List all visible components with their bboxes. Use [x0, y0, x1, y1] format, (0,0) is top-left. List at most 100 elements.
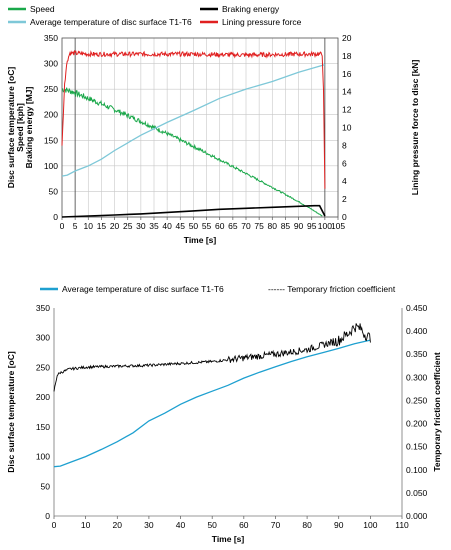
y-right-tick-label: 10: [342, 123, 352, 133]
gridlines: [61, 37, 339, 218]
x-tick-label: 10: [84, 221, 94, 231]
series: [53, 323, 371, 468]
x-tick-label: 50: [189, 221, 199, 231]
y-left-tick-label: 100: [44, 161, 58, 171]
series-line-0: [53, 339, 371, 468]
y-right-tick-label: 0.150: [406, 442, 428, 452]
x-tick-label: 35: [149, 221, 159, 231]
axis-titles: Time [s] Disc surface temperature [oC] Spe…: [6, 60, 420, 245]
y-left-tick-label: 350: [44, 33, 58, 43]
series-line-1: [61, 204, 326, 218]
x-tick-label: 105: [331, 221, 345, 231]
x-tick-label: 60: [215, 221, 225, 231]
y-left-tick-label: 250: [44, 84, 58, 94]
chart-bottom: Average temperature of disc surface T1-T…: [6, 284, 442, 544]
y-left-tick-label: 100: [36, 452, 50, 462]
series-line-1: [53, 323, 371, 392]
x-axis-title: Time [s]: [184, 235, 217, 245]
legend-label: ------ Temporary friction coefficient: [268, 284, 396, 294]
x-tick-label: 90: [334, 520, 344, 530]
series-0: [61, 87, 323, 217]
chart-top: Speed Braking energy Average temperature o…: [6, 4, 420, 245]
x-tick-label: 45: [176, 221, 186, 231]
x-tick-label: 15: [97, 221, 107, 231]
legend: Speed Braking energy Average temperature o…: [8, 4, 302, 27]
legend-label: Braking energy: [222, 4, 280, 14]
y-right-tick-label: 0.200: [406, 419, 428, 429]
x-tick-label: 85: [281, 221, 291, 231]
y-left-tick-label: 150: [44, 135, 58, 145]
legend-label: Average temperature of disc surface T1-T…: [30, 17, 192, 27]
y-right-tick-label: 4: [342, 176, 347, 186]
x-tick-label: 55: [202, 221, 212, 231]
x-tick-label: 0: [52, 520, 57, 530]
x-tick-label: 95: [307, 221, 317, 231]
y-left-tick-label: 150: [36, 422, 50, 432]
series-line-0: [61, 87, 323, 217]
x-tick-label: 40: [162, 221, 172, 231]
y-right-tick-label: 0: [342, 212, 347, 222]
y-right-tick-label: 0.350: [406, 349, 428, 359]
legend: Average temperature of disc surface T1-T…: [40, 284, 396, 294]
x-tick-label: 75: [254, 221, 264, 231]
y-right-tick-label: 0.450: [406, 303, 428, 313]
series-1: [53, 323, 371, 392]
x-tick-label: 50: [207, 520, 217, 530]
x-tick-label: 20: [110, 221, 120, 231]
y-right-tick-label: 0.050: [406, 488, 428, 498]
x-tick-label: 30: [144, 520, 154, 530]
axes: [53, 308, 403, 517]
legend-label: Speed: [30, 4, 55, 14]
x-tick-label: 30: [136, 221, 146, 231]
x-tick-label: 80: [302, 520, 312, 530]
series-line-3: [61, 49, 326, 189]
tick-labels: 0 5 10 15 20 25 30 35 40 45 50 55 60 65 70 75 80 85 90 95 10…: [44, 33, 352, 231]
y-left-tick-label: 200: [44, 110, 58, 120]
y-right-tick-label: 6: [342, 158, 347, 168]
y-left-tick-label: 0: [53, 212, 58, 222]
x-tick-label: 20: [113, 520, 123, 530]
y-right-tick-label: 8: [342, 140, 347, 150]
x-tick-label: 70: [241, 221, 251, 231]
axes: [61, 37, 339, 218]
x-tick-label: 110: [395, 520, 409, 530]
x-tick-label: 100: [363, 520, 377, 530]
x-tick-label: 80: [268, 221, 278, 231]
series-0: [53, 339, 371, 468]
y-right-tick-label: 12: [342, 105, 352, 115]
x-axis-title: Time [s]: [212, 534, 245, 544]
legend-label: Lining pressure force: [222, 17, 302, 27]
axis-titles: Time [s] Disc surface temperature [oC] Tem…: [6, 351, 442, 544]
y-left-axis-title: Disc surface temperature [oC]: [6, 67, 16, 189]
y-left-tick-label: 0: [45, 511, 50, 521]
legend-label: Average temperature of disc surface T1-T…: [62, 284, 224, 294]
x-tick-label: 70: [271, 520, 281, 530]
x-tick-label: 40: [176, 520, 186, 530]
x-tick-label: 60: [239, 520, 249, 530]
x-tick-label: 25: [123, 221, 133, 231]
series-line-2: [61, 63, 326, 177]
tick-labels: 0 10 20 30 40 50 60 70 80 90 100 110 0 50 100 150 200 250…: [36, 303, 428, 530]
y-right-tick-label: 0.400: [406, 326, 428, 336]
y-left-tick-label: 50: [49, 186, 59, 196]
y-right-tick-label: 2: [342, 194, 347, 204]
y-left-tick-label: 200: [36, 392, 50, 402]
series-3: [61, 49, 326, 189]
y-left-tick-label: 250: [36, 362, 50, 372]
y-left-tick-label: 300: [44, 59, 58, 69]
y-right-tick-label: 20: [342, 33, 352, 43]
y-left-axis-title: Braking energy [MJ]: [24, 86, 34, 168]
series: [61, 49, 326, 218]
y-left-tick-label: 350: [36, 303, 50, 313]
x-tick-label: 10: [81, 520, 91, 530]
y-right-tick-label: 14: [342, 87, 352, 97]
y-right-axis-title: Temporary friction coefficient: [432, 352, 442, 472]
series-1: [61, 204, 326, 218]
y-right-tick-label: 0.250: [406, 395, 428, 405]
series-2: [61, 63, 326, 177]
y-left-axis-title: Disc surface temperature [oC]: [6, 351, 16, 473]
y-right-tick-label: 0.000: [406, 511, 428, 521]
x-tick-label: 5: [73, 221, 78, 231]
y-left-tick-label: 300: [36, 333, 50, 343]
